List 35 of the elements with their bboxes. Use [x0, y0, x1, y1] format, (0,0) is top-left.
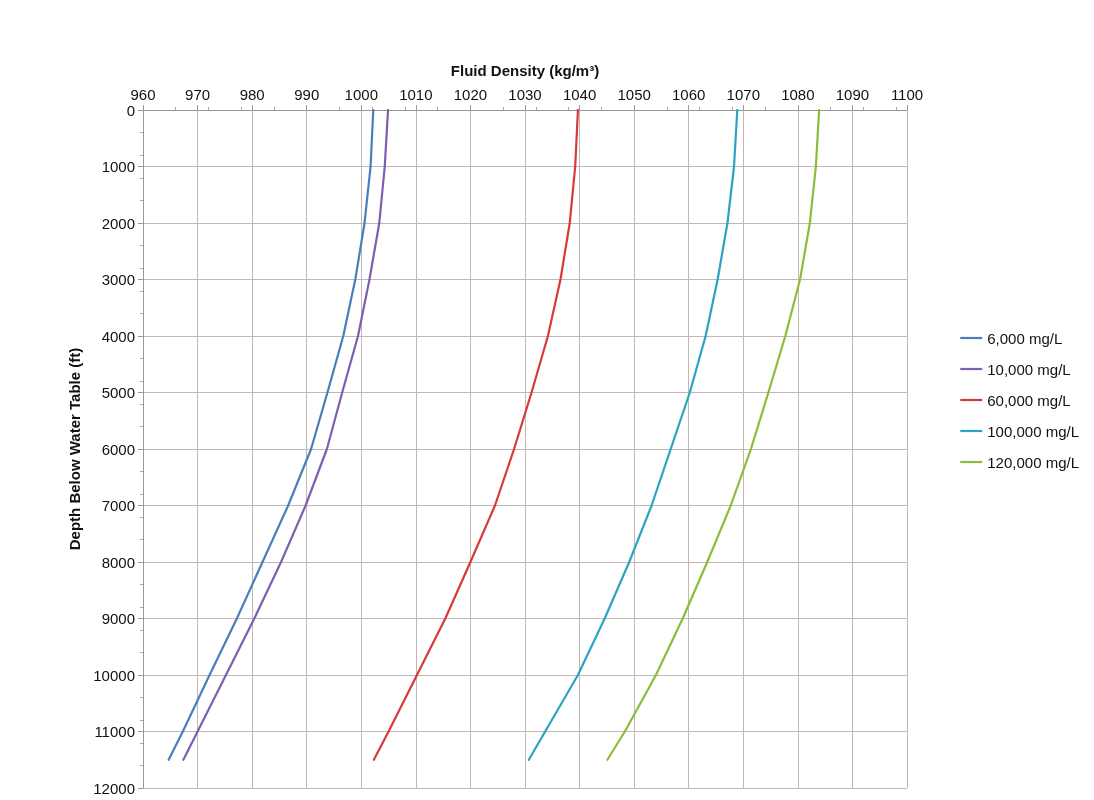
x-tick-label: 1000	[344, 86, 378, 103]
y-axis-title: Depth Below Water Table (ft)	[66, 347, 84, 551]
y-tick-label: 6000	[101, 440, 135, 458]
x-tick-label: 960	[130, 86, 156, 103]
y-tick-label: 2000	[101, 214, 135, 232]
y-tick-label: 5000	[101, 384, 135, 401]
y-tick-label: 8000	[101, 553, 135, 571]
x-tick-label: 1030	[508, 86, 542, 103]
x-tick-label: 1060	[672, 86, 706, 103]
y-tick-label: 1000	[101, 158, 135, 175]
y-tick-label: 12000	[93, 779, 135, 797]
y-tick-label: 10000	[93, 666, 135, 684]
legend-label: 6,000 mg/L	[987, 329, 1063, 347]
x-tick-label: 1010	[399, 86, 433, 103]
y-tick-label: 3000	[101, 271, 135, 288]
x-axis-title: Fluid Density (kg/m³)	[450, 62, 600, 79]
x-tick-label: 1040	[562, 86, 597, 103]
y-tick-label: 4000	[101, 327, 135, 345]
x-tick-label: 980	[239, 86, 265, 103]
y-tick-label: 7000	[101, 497, 135, 514]
x-tick-label: 990	[294, 86, 320, 103]
x-tick-label: 970	[185, 86, 211, 103]
x-tick-label: 1090	[835, 86, 870, 103]
legend-label: 120,000 mg/L	[987, 453, 1080, 471]
x-tick-label: 1100	[890, 86, 924, 103]
y-tick-label: 11000	[94, 723, 135, 740]
legend-label: 60,000 mg/L	[987, 391, 1071, 409]
x-tick-label: 1080	[781, 86, 815, 103]
legend-label: 10,000 mg/L	[987, 360, 1071, 378]
y-tick-label: 0	[126, 101, 135, 119]
x-tick-label: 1050	[617, 86, 651, 103]
x-tick-label: 1020	[453, 86, 488, 103]
y-tick-label: 9000	[101, 610, 135, 627]
x-tick-label: 1070	[726, 86, 760, 103]
legend-label: 100,000 mg/L	[987, 422, 1080, 440]
